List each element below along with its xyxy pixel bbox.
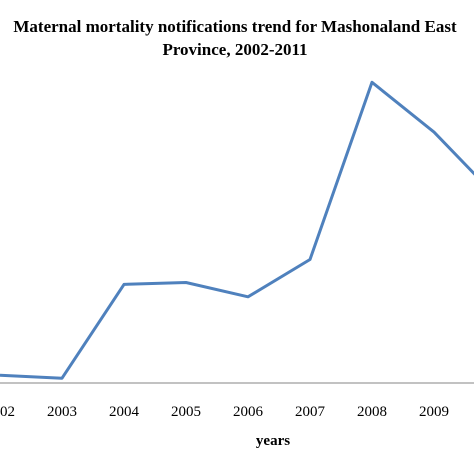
chart-title: Maternal mortality notifications trend f… xyxy=(13,17,457,59)
series-group xyxy=(0,80,474,380)
chart-title-line-1: Maternal mortality notifications trend f… xyxy=(13,17,457,36)
x-tick-label: 2002 xyxy=(0,404,15,420)
chart-title-line-2: Province, 2002-2011 xyxy=(162,40,307,59)
x-tick-label: 2006 xyxy=(233,404,264,420)
x-tick-label: 2003 xyxy=(47,404,77,420)
x-axis-label: years xyxy=(256,433,290,449)
x-tick-label: 2004 xyxy=(109,404,140,420)
x-tick-label: 2005 xyxy=(171,404,201,420)
x-tick-labels: 200220032004200520062007200820092010 xyxy=(0,404,449,420)
x-tick-label: 2008 xyxy=(357,404,387,420)
x-tick-label: 2009 xyxy=(419,404,449,420)
series-line xyxy=(0,80,474,380)
x-tick-label: 2007 xyxy=(295,404,326,420)
